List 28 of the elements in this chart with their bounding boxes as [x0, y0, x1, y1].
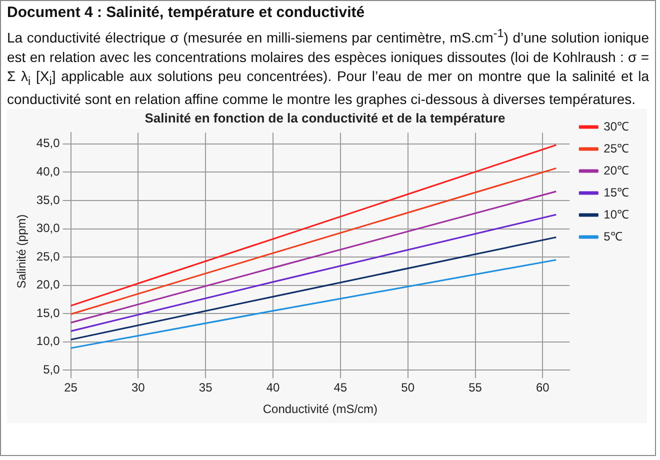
x-tick-label: 25 [64, 381, 78, 396]
y-tick-label: 40,0 [36, 164, 60, 179]
legend-label: 30℃ [604, 120, 630, 134]
y-tick-label: 15,0 [36, 306, 60, 320]
x-axis-title: Conductivité (mS/cm) [262, 402, 378, 417]
x-tick-label: 60 [536, 381, 550, 396]
legend-label: 25℃ [604, 142, 630, 156]
legend-label: 15℃ [604, 186, 630, 200]
x-tick-label: 45 [334, 381, 348, 396]
legend-label: 10℃ [604, 208, 630, 222]
legend-label: 20℃ [604, 164, 630, 178]
y-tick-label: 45,0 [36, 136, 60, 151]
y-tick-label: 5,0 [43, 362, 60, 377]
x-tick-label: 40 [266, 381, 280, 396]
x-tick-label: 55 [468, 381, 482, 396]
y-tick-label: 25,0 [36, 250, 60, 264]
text: La conductivité électrique σ (mesurée en milli-siemens par centimètre, mS.cm$^{-1}$) d’une solution ionique est en relation avec les concentrations molaires des espèces ioniques dissoutes (loi de Kohlraush : σ = Σ λ$_{i}$ [X$_{i}$] applicable aux solutions peu concentrées). Pour l’eau de mer on montre que la salinité et la conductivité sont en relation affine comme le montre les graphes ci-dessous à diverses températures. [7, 27, 649, 108]
x-tick-label: 50 [401, 381, 415, 396]
chart-title: Salinité en fonction de la conductivité et de la température [144, 110, 506, 126]
y-tick-label: 10,0 [36, 334, 60, 349]
y-tick-label: 30,0 [36, 222, 60, 236]
text: Document 4 : Salinité, température et conductivité [7, 4, 366, 21]
x-tick-label: 35 [198, 381, 213, 396]
y-tick-label: 20,0 [36, 278, 60, 292]
legend-label: 5℃ [604, 230, 622, 244]
y-axis-title: Salinité (ppm) [14, 214, 29, 289]
y-tick-label: 35,0 [36, 193, 60, 208]
x-tick-label: 30 [131, 381, 146, 396]
